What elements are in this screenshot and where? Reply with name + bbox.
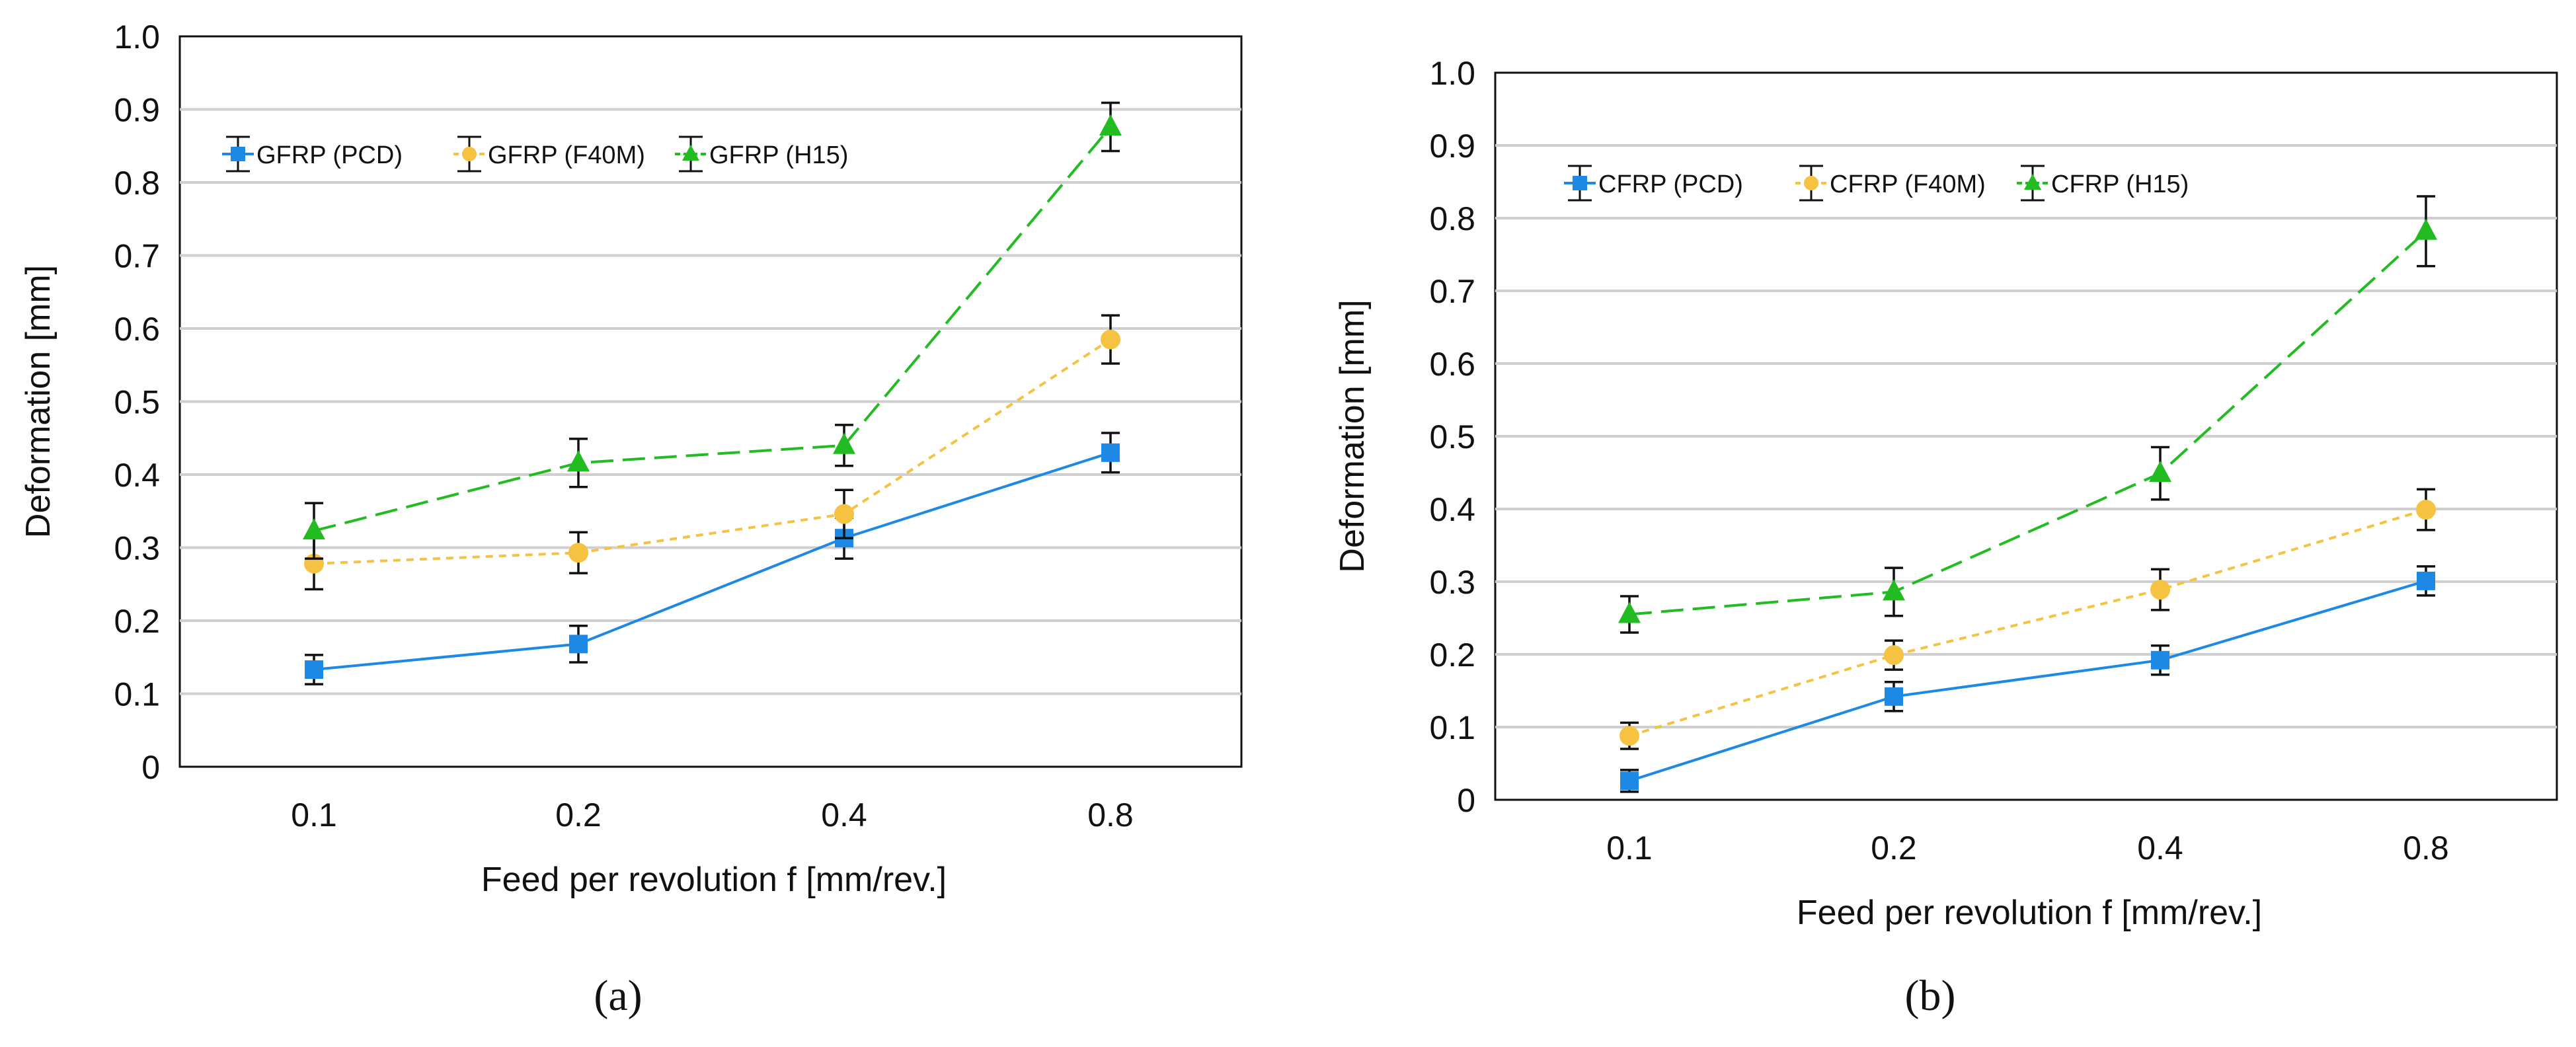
data-point xyxy=(303,518,325,540)
series-line xyxy=(1629,579,2427,783)
y-tick-label: 0.6 xyxy=(114,311,160,348)
data-point xyxy=(2151,650,2169,670)
x-tick-label: 0.4 xyxy=(821,796,867,834)
data-point xyxy=(1618,601,1641,623)
panel-caption: (a) xyxy=(594,972,642,1020)
chart-panel-b: 0 0.1 0.2 0.3 0.4 0.5 0.6 0.7 0.8 0.9 1.0 0.1 0.2 0.4… xyxy=(1333,55,2558,1020)
legend-marker-icon xyxy=(231,147,245,161)
data-point xyxy=(1885,687,1903,706)
series-line xyxy=(313,126,1112,533)
x-tick-label: 0.2 xyxy=(1871,830,1917,867)
x-axis-label: Feed per revolution f [mm/rev.] xyxy=(481,861,947,899)
legend-item: CFRP (PCD) xyxy=(1564,165,1743,202)
series-line xyxy=(313,451,1111,672)
y-tick-label: 1.0 xyxy=(114,19,160,56)
data-point xyxy=(2150,580,2170,600)
y-tick-label: 0.1 xyxy=(1429,709,1475,746)
y-axis-label: Deformation [mm] xyxy=(1333,299,1372,572)
data-point xyxy=(2416,500,2436,520)
x-tick-label: 0.8 xyxy=(2403,830,2449,867)
legend-label: GFRP (H15) xyxy=(709,141,848,169)
series-cfrp-h15 xyxy=(1618,195,2437,634)
legend: GFRP (PCD) GFRP (F40M) GFRP (H15) xyxy=(222,136,848,173)
data-point xyxy=(569,635,588,654)
legend-marker-icon xyxy=(682,145,699,161)
legend-marker-icon xyxy=(462,147,477,161)
y-tick-label: 0.2 xyxy=(114,603,160,640)
x-tick-label: 0.1 xyxy=(1606,830,1653,867)
y-tick-label: 0.5 xyxy=(114,384,160,421)
legend-label: CFRP (H15) xyxy=(2051,171,2189,198)
legend-item: GFRP (H15) xyxy=(675,136,848,173)
legend-marker-icon xyxy=(1804,176,1818,190)
panel-caption: (b) xyxy=(1905,972,1956,1020)
data-point xyxy=(1620,726,1639,746)
legend-marker-icon xyxy=(2024,174,2041,190)
legend-label: CFRP (PCD) xyxy=(1598,171,1743,198)
data-point xyxy=(305,660,323,679)
series-cfrp-pcd xyxy=(1620,565,2435,793)
y-tick-label: 0.3 xyxy=(1429,564,1475,601)
chart-panel-a: 0 0.1 0.2 0.3 0.4 0.5 0.6 0.7 0.8 0.9 1.0 0.1 0.2 0.4… xyxy=(19,19,1243,1020)
series-line xyxy=(1629,508,2427,738)
y-tick-label: 0.2 xyxy=(1429,637,1475,674)
series-gfrp-h15 xyxy=(303,101,1122,560)
data-point xyxy=(834,504,854,524)
y-tick-label: 0.9 xyxy=(114,92,160,129)
data-point xyxy=(833,432,855,454)
y-tick-label: 0.6 xyxy=(1429,346,1475,383)
series-line xyxy=(313,338,1112,565)
data-point xyxy=(2415,218,2437,240)
data-point xyxy=(1884,645,1904,666)
y-tick-label: 0.4 xyxy=(114,457,160,494)
data-point xyxy=(567,450,590,472)
data-point xyxy=(1883,579,1905,601)
y-tick-label: 0.3 xyxy=(114,530,160,567)
y-tick-label: 0 xyxy=(141,749,160,786)
legend-label: CFRP (F40M) xyxy=(1830,171,1986,198)
x-tick-label: 0.8 xyxy=(1087,796,1134,834)
series-cfrp-f40m xyxy=(1620,488,2436,750)
data-point xyxy=(1101,329,1120,350)
legend-label: GFRP (PCD) xyxy=(256,141,403,169)
y-tick-label: 0.9 xyxy=(1429,128,1475,165)
legend-label: GFRP (F40M) xyxy=(488,141,645,169)
legend-item: CFRP (H15) xyxy=(2017,165,2189,202)
x-tick-label: 0.2 xyxy=(555,796,602,834)
data-point xyxy=(1620,771,1639,791)
data-point xyxy=(2417,571,2435,590)
y-axis-label: Deformation [mm] xyxy=(19,265,58,538)
y-tick-label: 0.7 xyxy=(114,238,160,275)
legend-marker-icon xyxy=(1573,176,1587,190)
y-tick-label: 0 xyxy=(1457,782,1475,819)
legend-item: GFRP (PCD) xyxy=(222,136,403,173)
data-point xyxy=(568,543,588,563)
legend-item: GFRP (F40M) xyxy=(453,136,645,173)
x-axis-label: Feed per revolution f [mm/rev.] xyxy=(1797,894,2262,932)
y-tick-label: 0.5 xyxy=(1429,418,1475,455)
y-tick-label: 1.0 xyxy=(1429,55,1475,92)
data-point xyxy=(1099,114,1122,136)
y-tick-label: 0.4 xyxy=(1429,491,1475,528)
legend-item: CFRP (F40M) xyxy=(1795,165,1986,202)
y-tick-label: 0.7 xyxy=(1429,273,1475,310)
y-tick-label: 0.8 xyxy=(114,165,160,202)
legend: CFRP (PCD) CFRP (F40M) CFRP (H15) xyxy=(1564,165,2189,202)
x-tick-label: 0.1 xyxy=(291,796,337,834)
y-tick-label: 0.1 xyxy=(114,676,160,713)
series-line xyxy=(1629,230,2427,616)
data-point xyxy=(2149,461,2171,483)
y-tick-label: 0.8 xyxy=(1429,200,1475,237)
x-tick-label: 0.4 xyxy=(2137,830,2183,867)
data-point xyxy=(1101,443,1120,462)
